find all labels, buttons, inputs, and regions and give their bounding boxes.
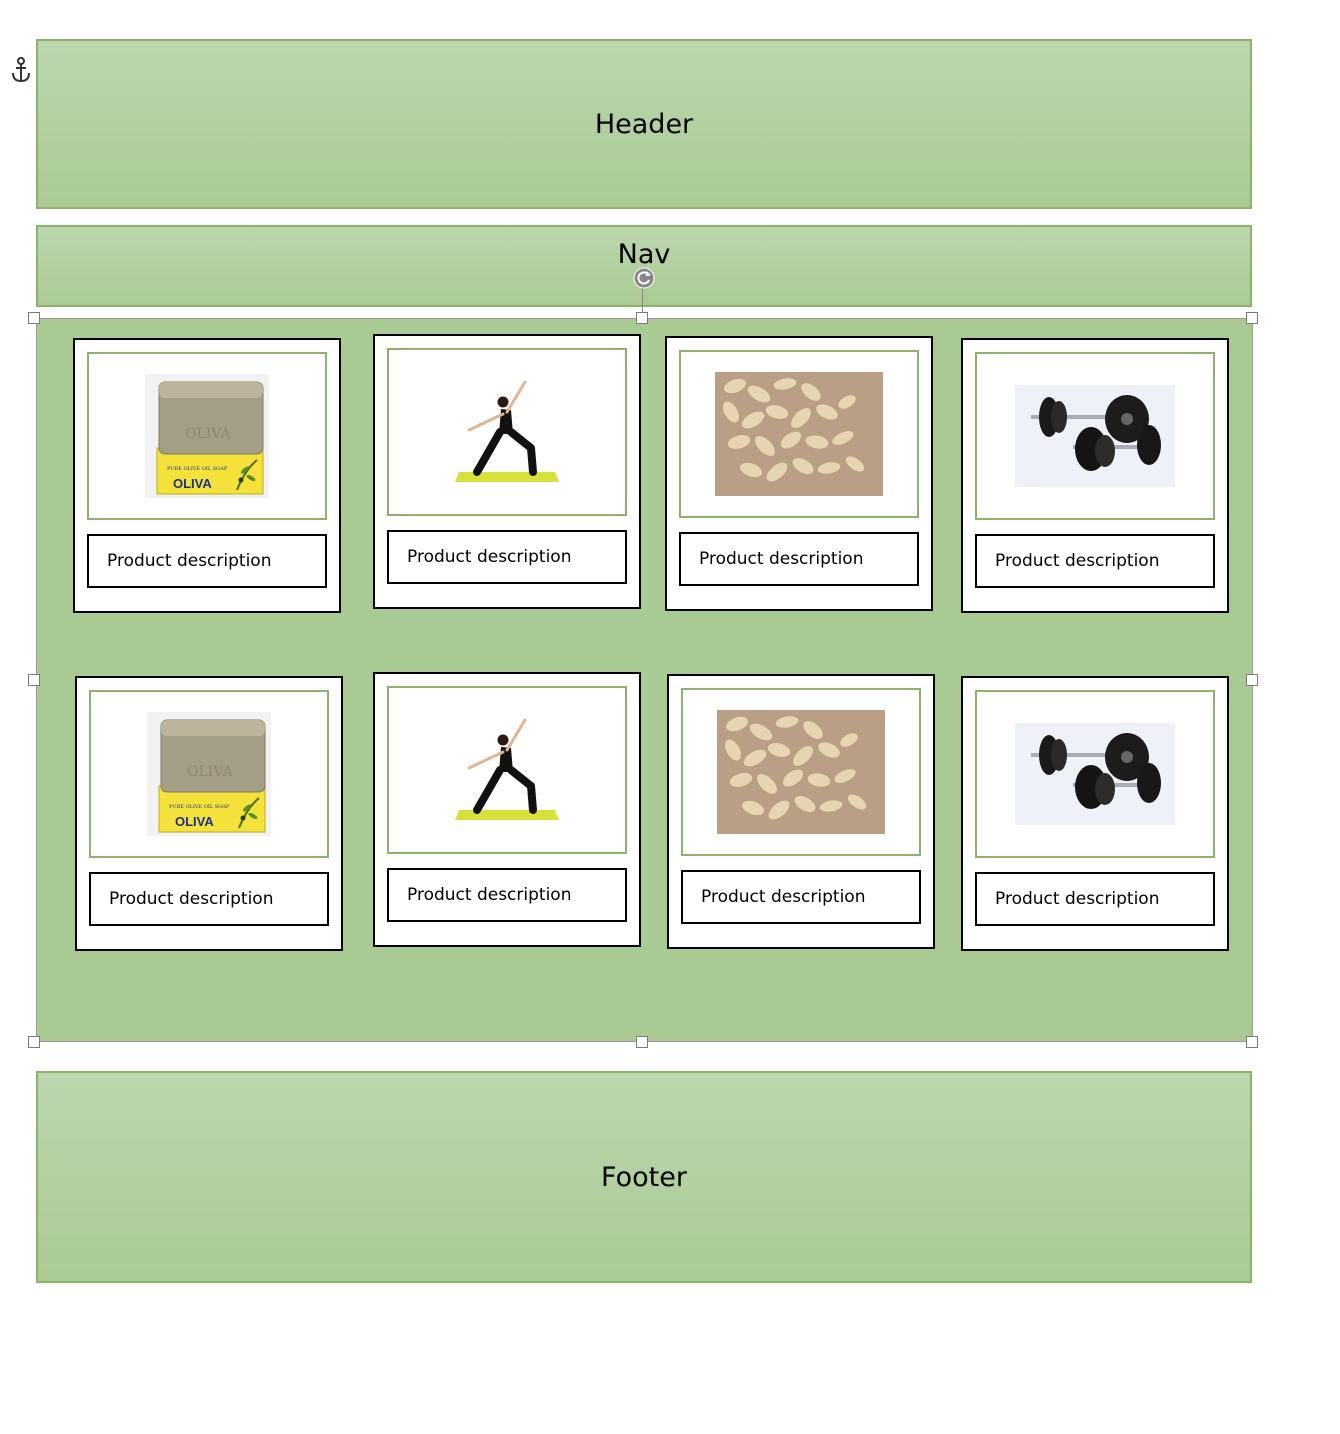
rotate-connector xyxy=(642,288,643,318)
olive-oil-soap-image: OLIVA PURE OLIVE OIL SOAP OLIVA xyxy=(145,374,269,498)
svg-text:OLIVA: OLIVA xyxy=(187,764,233,780)
product-card[interactable]: Product description xyxy=(961,338,1229,613)
product-description[interactable]: Product description xyxy=(975,872,1215,926)
resize-handle-right[interactable] xyxy=(1246,674,1258,686)
product-card[interactable]: Product description xyxy=(373,672,641,947)
product-image-box xyxy=(387,348,627,516)
product-image-box xyxy=(975,352,1215,520)
svg-text:PURE OLIVE OIL SOAP: PURE OLIVE OIL SOAP xyxy=(169,804,230,810)
product-description[interactable]: Product description xyxy=(681,870,921,924)
yoga-pose-image xyxy=(455,718,559,820)
resize-handle-top-left[interactable] xyxy=(28,312,40,324)
nav-title: Nav xyxy=(617,239,671,270)
product-image-box xyxy=(681,688,921,856)
anchor-icon[interactable] xyxy=(10,56,32,84)
product-card[interactable]: OLIVA PURE OLIVE OIL SOAP OLIVA Product … xyxy=(73,338,341,613)
product-image-box: OLIVA PURE OLIVE OIL SOAP OLIVA xyxy=(87,352,327,520)
product-image-box xyxy=(387,686,627,854)
product-description[interactable]: Product description xyxy=(89,872,329,926)
svg-text:OLIVA: OLIVA xyxy=(175,814,214,829)
product-card[interactable]: Product description xyxy=(373,334,641,609)
product-image-box xyxy=(975,690,1215,858)
resize-handle-left[interactable] xyxy=(28,674,40,686)
product-card[interactable]: Product description xyxy=(665,336,933,611)
dumbbells-image xyxy=(1015,723,1175,825)
resize-handle-bottom[interactable] xyxy=(636,1036,648,1048)
footer-band[interactable]: Footer xyxy=(36,1071,1252,1283)
rolled-oats-image xyxy=(717,710,885,834)
olive-oil-soap-image: OLIVA PURE OLIVE OIL SOAP OLIVA xyxy=(147,712,271,836)
nav-band[interactable]: Nav xyxy=(36,225,1252,307)
svg-text:PURE OLIVE OIL SOAP: PURE OLIVE OIL SOAP xyxy=(167,466,228,472)
yoga-pose-image xyxy=(455,380,559,482)
resize-handle-bottom-right[interactable] xyxy=(1246,1036,1258,1048)
resize-handle-bottom-left[interactable] xyxy=(28,1036,40,1048)
product-card[interactable]: Product description xyxy=(961,676,1229,951)
header-band[interactable]: Header xyxy=(36,39,1252,209)
product-image-box xyxy=(679,350,919,518)
product-image-box: OLIVA PURE OLIVE OIL SOAP OLIVA xyxy=(89,690,329,858)
svg-text:OLIVA: OLIVA xyxy=(173,476,212,491)
product-description[interactable]: Product description xyxy=(387,868,627,922)
resize-handle-top[interactable] xyxy=(636,312,648,324)
product-card[interactable]: Product description xyxy=(667,674,935,949)
rolled-oats-image xyxy=(715,372,883,496)
header-title: Header xyxy=(594,108,694,140)
product-description[interactable]: Product description xyxy=(975,534,1215,588)
rotate-handle-icon[interactable] xyxy=(633,267,655,289)
product-card[interactable]: OLIVA PURE OLIVE OIL SOAP OLIVA Product … xyxy=(75,676,343,951)
svg-text:OLIVA: OLIVA xyxy=(185,426,231,442)
product-description[interactable]: Product description xyxy=(679,532,919,586)
product-description[interactable]: Product description xyxy=(87,534,327,588)
dumbbells-image xyxy=(1015,385,1175,487)
footer-title: Footer xyxy=(601,1161,687,1193)
product-description[interactable]: Product description xyxy=(387,530,627,584)
resize-handle-top-right[interactable] xyxy=(1246,312,1258,324)
content-area[interactable]: OLIVA PURE OLIVE OIL SOAP OLIVA Product … xyxy=(36,318,1253,1042)
